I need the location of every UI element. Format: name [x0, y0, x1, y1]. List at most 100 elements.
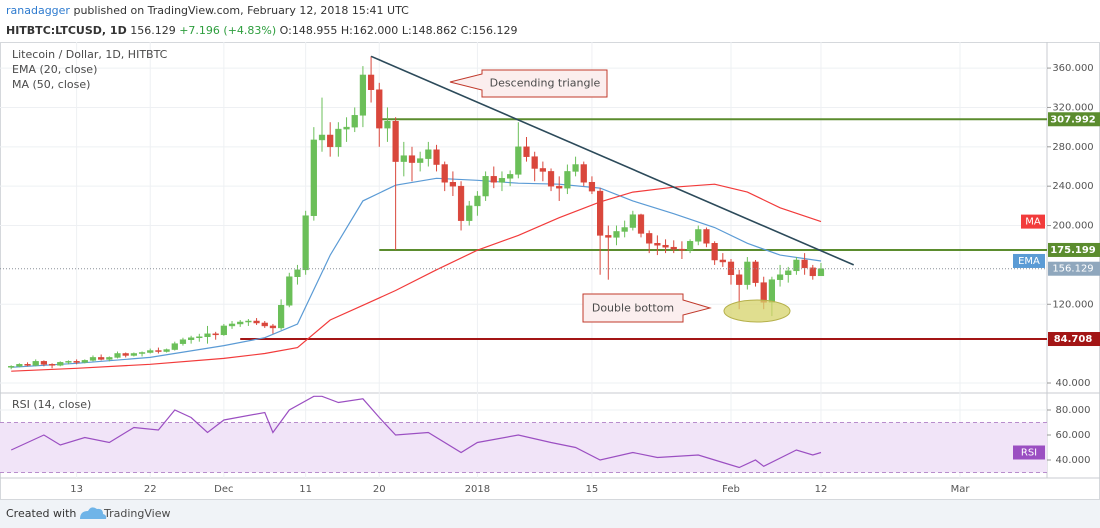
candle-body	[40, 361, 48, 365]
candle-body	[122, 353, 129, 356]
candle-body	[65, 361, 72, 363]
candle-body	[114, 353, 121, 358]
double-bottom-highlight	[723, 299, 791, 323]
candle-body	[171, 343, 178, 350]
candle-body	[703, 229, 710, 244]
last: 156.129	[130, 24, 176, 37]
author[interactable]: ranadagger	[6, 4, 70, 17]
candle-body	[16, 364, 23, 367]
candle-body	[179, 339, 187, 344]
candle-body	[237, 321, 244, 325]
candle-body	[367, 74, 375, 90]
brand[interactable]: TradingView	[103, 507, 170, 520]
candle-body	[188, 337, 195, 340]
candle-body	[327, 134, 334, 148]
trendline	[370, 55, 855, 266]
candle-body	[155, 350, 162, 352]
rsi-line	[10, 395, 822, 469]
series-tag-box	[1021, 214, 1045, 229]
candle-body	[490, 176, 497, 183]
y-tick-label: 240.000	[1052, 181, 1093, 192]
candle-body	[81, 360, 88, 363]
y-tick-label: 320.000	[1052, 102, 1093, 113]
level-label-box	[1048, 242, 1100, 257]
level-label: 307.992	[1050, 114, 1096, 125]
x-tick-label: Feb	[722, 484, 740, 495]
candle-body	[482, 176, 489, 197]
series-tag-box	[1013, 445, 1045, 460]
candle-body	[220, 325, 227, 336]
candle-body	[73, 361, 80, 363]
candle-body	[310, 139, 317, 216]
candle-body	[793, 259, 800, 272]
last-price-label: 156.129	[1052, 264, 1093, 275]
y-tick-label: 360.000	[1052, 63, 1093, 74]
candle-body	[670, 246, 677, 250]
price-pane	[0, 55, 1047, 372]
candle-body	[89, 357, 97, 361]
candle-body	[564, 171, 571, 189]
x-tick-label: 22	[144, 484, 157, 495]
candle-body	[785, 270, 792, 276]
candle-body	[466, 205, 473, 221]
open: O:148.955	[280, 24, 338, 37]
candle-body	[531, 156, 538, 169]
low: L:148.862	[402, 24, 457, 37]
candle-body	[8, 366, 15, 368]
candle-body	[98, 357, 105, 360]
rsi-pane	[0, 395, 1047, 473]
candle-body	[498, 178, 506, 183]
footer	[0, 500, 1100, 528]
candle-body	[719, 259, 726, 263]
candle-body	[768, 279, 776, 303]
candle-body	[678, 248, 686, 251]
candle-body	[351, 115, 358, 128]
y-tick-label: 200.000	[1052, 221, 1093, 232]
callout: Descending triangle	[449, 69, 608, 98]
x-tick-label: Dec	[214, 484, 233, 495]
x-tick-label: 15	[586, 484, 599, 495]
candle-body	[245, 320, 252, 323]
last-price-box	[1048, 261, 1100, 276]
quote-line: HITBTC:LTCUSD, 1D 156.129 +7.196 (+4.83%…	[6, 24, 518, 37]
callout-text: Descending triangle	[490, 77, 601, 90]
published: published on TradingView.com, February 1…	[73, 4, 409, 17]
candle-body	[441, 164, 448, 183]
candle-body	[228, 323, 236, 327]
legend-entry: MA (50, close)	[12, 78, 90, 91]
candle-body	[597, 190, 604, 236]
candle-body	[163, 349, 170, 352]
logo[interactable]	[80, 507, 107, 519]
candle-body	[261, 322, 268, 327]
candle-body	[130, 353, 137, 356]
candle-body	[809, 267, 816, 277]
candle-body	[408, 155, 416, 163]
candle-body	[621, 227, 628, 232]
close: C:156.129	[461, 24, 518, 37]
candle-body	[425, 149, 432, 159]
y-tick-label: 60.000	[1056, 430, 1091, 441]
y-tick-label: 120.000	[1052, 299, 1093, 310]
candle-body	[760, 282, 767, 303]
candle-body	[24, 364, 31, 366]
candle-body	[302, 215, 309, 271]
candle-body	[48, 364, 56, 366]
indicator-line	[11, 177, 822, 368]
candle-body	[515, 146, 522, 175]
indicator-line	[11, 183, 822, 372]
change: +7.196 (+4.83%)	[179, 24, 276, 37]
candle-body	[400, 155, 407, 162]
level-label: 84.708	[1054, 334, 1093, 345]
legend-entry: EMA (20, close)	[12, 63, 97, 76]
candle-body	[204, 333, 211, 338]
x-tick-label: 20	[373, 484, 386, 495]
candle-body	[474, 195, 481, 207]
callout-box	[449, 69, 608, 98]
candle-body	[736, 274, 743, 285]
level-label-box	[1048, 112, 1100, 127]
candle-body	[580, 164, 587, 183]
candle-body	[384, 120, 391, 129]
candle-body	[776, 274, 784, 280]
callout: Double bottom	[582, 293, 712, 323]
